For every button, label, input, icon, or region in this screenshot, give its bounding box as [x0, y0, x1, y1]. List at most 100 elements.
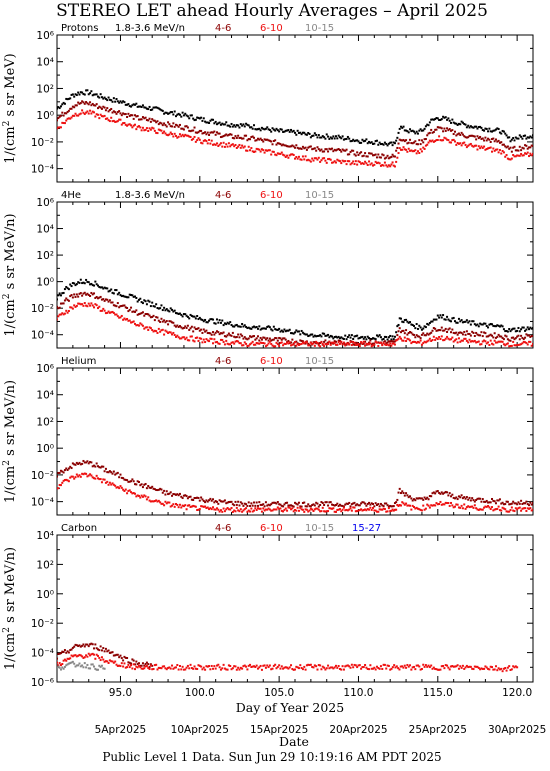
data-point [434, 118, 437, 121]
data-point [476, 323, 479, 326]
data-point [303, 665, 306, 668]
data-point [513, 338, 516, 341]
data-point [259, 328, 262, 331]
data-point [242, 665, 245, 668]
data-point [99, 665, 102, 668]
data-point [451, 328, 454, 331]
data-point [253, 150, 256, 153]
data-point [336, 666, 339, 669]
data-point [276, 129, 279, 132]
data-point [264, 127, 267, 130]
data-point [103, 114, 106, 117]
data-point [206, 506, 209, 509]
data-point [473, 323, 476, 326]
data-point [489, 146, 492, 149]
data-point [94, 667, 97, 670]
data-point [443, 127, 446, 130]
data-point [156, 489, 159, 492]
data-point [436, 490, 439, 493]
data-point [453, 140, 456, 143]
data-point [502, 338, 505, 341]
data-point [79, 102, 82, 105]
data-point [233, 509, 236, 512]
data-point [423, 334, 426, 337]
data-point [428, 332, 431, 335]
data-point [422, 129, 425, 132]
data-point [95, 474, 98, 477]
data-point [114, 654, 117, 657]
data-point [352, 160, 355, 163]
data-point [304, 146, 307, 149]
data-point [497, 333, 500, 336]
data-point [357, 342, 360, 345]
data-point [204, 131, 207, 134]
data-point [407, 141, 410, 144]
data-point [438, 119, 441, 122]
data-point [338, 337, 341, 340]
data-point [106, 311, 109, 314]
data-point [190, 138, 193, 141]
data-point [137, 494, 140, 497]
data-point [254, 504, 257, 507]
data-point [379, 143, 382, 146]
data-point [168, 492, 171, 495]
data-point [208, 332, 211, 335]
data-point [95, 93, 98, 96]
data-point [498, 498, 501, 501]
data-point [144, 665, 147, 668]
data-point [406, 150, 409, 153]
data-point [505, 134, 508, 137]
data-point [258, 666, 261, 669]
data-point [443, 339, 446, 342]
data-point [213, 130, 216, 133]
data-point [399, 317, 402, 320]
data-point [100, 107, 103, 110]
data-point [522, 338, 525, 341]
data-point [107, 110, 110, 113]
data-point [369, 152, 372, 155]
data-point [497, 505, 500, 508]
data-point [177, 312, 180, 315]
data-point [75, 664, 78, 667]
data-point [526, 503, 529, 506]
data-point [200, 328, 203, 331]
data-point [140, 667, 143, 670]
data-point [275, 502, 278, 505]
data-point [387, 664, 390, 667]
data-point [287, 504, 290, 507]
data-point [83, 645, 86, 648]
data-point [423, 127, 426, 130]
data-point [173, 505, 176, 508]
data-point [487, 335, 490, 338]
data-point [488, 506, 491, 509]
data-point [61, 650, 64, 653]
data-point [392, 338, 395, 341]
data-point [416, 507, 419, 510]
data-point [381, 504, 384, 507]
data-point [167, 112, 170, 115]
data-point [274, 663, 277, 666]
data-point [165, 668, 168, 671]
data-point [461, 333, 464, 336]
data-point [450, 121, 453, 124]
data-point [206, 500, 209, 503]
data-point [218, 666, 221, 669]
data-point [327, 150, 330, 153]
data-point [309, 507, 312, 510]
data-point [353, 341, 356, 344]
data-point [461, 507, 464, 510]
data-point [87, 645, 90, 648]
data-point [156, 500, 159, 503]
data-point [209, 497, 212, 500]
data-point [186, 126, 189, 129]
data-point [315, 665, 318, 668]
y-tick-label: 10⁶ [36, 197, 54, 209]
data-point [79, 463, 82, 466]
data-point [155, 121, 158, 124]
data-point [288, 666, 291, 669]
data-point [297, 131, 300, 134]
data-point [159, 330, 162, 333]
data-point [115, 486, 118, 489]
data-point [370, 343, 373, 346]
data-point [141, 486, 144, 489]
